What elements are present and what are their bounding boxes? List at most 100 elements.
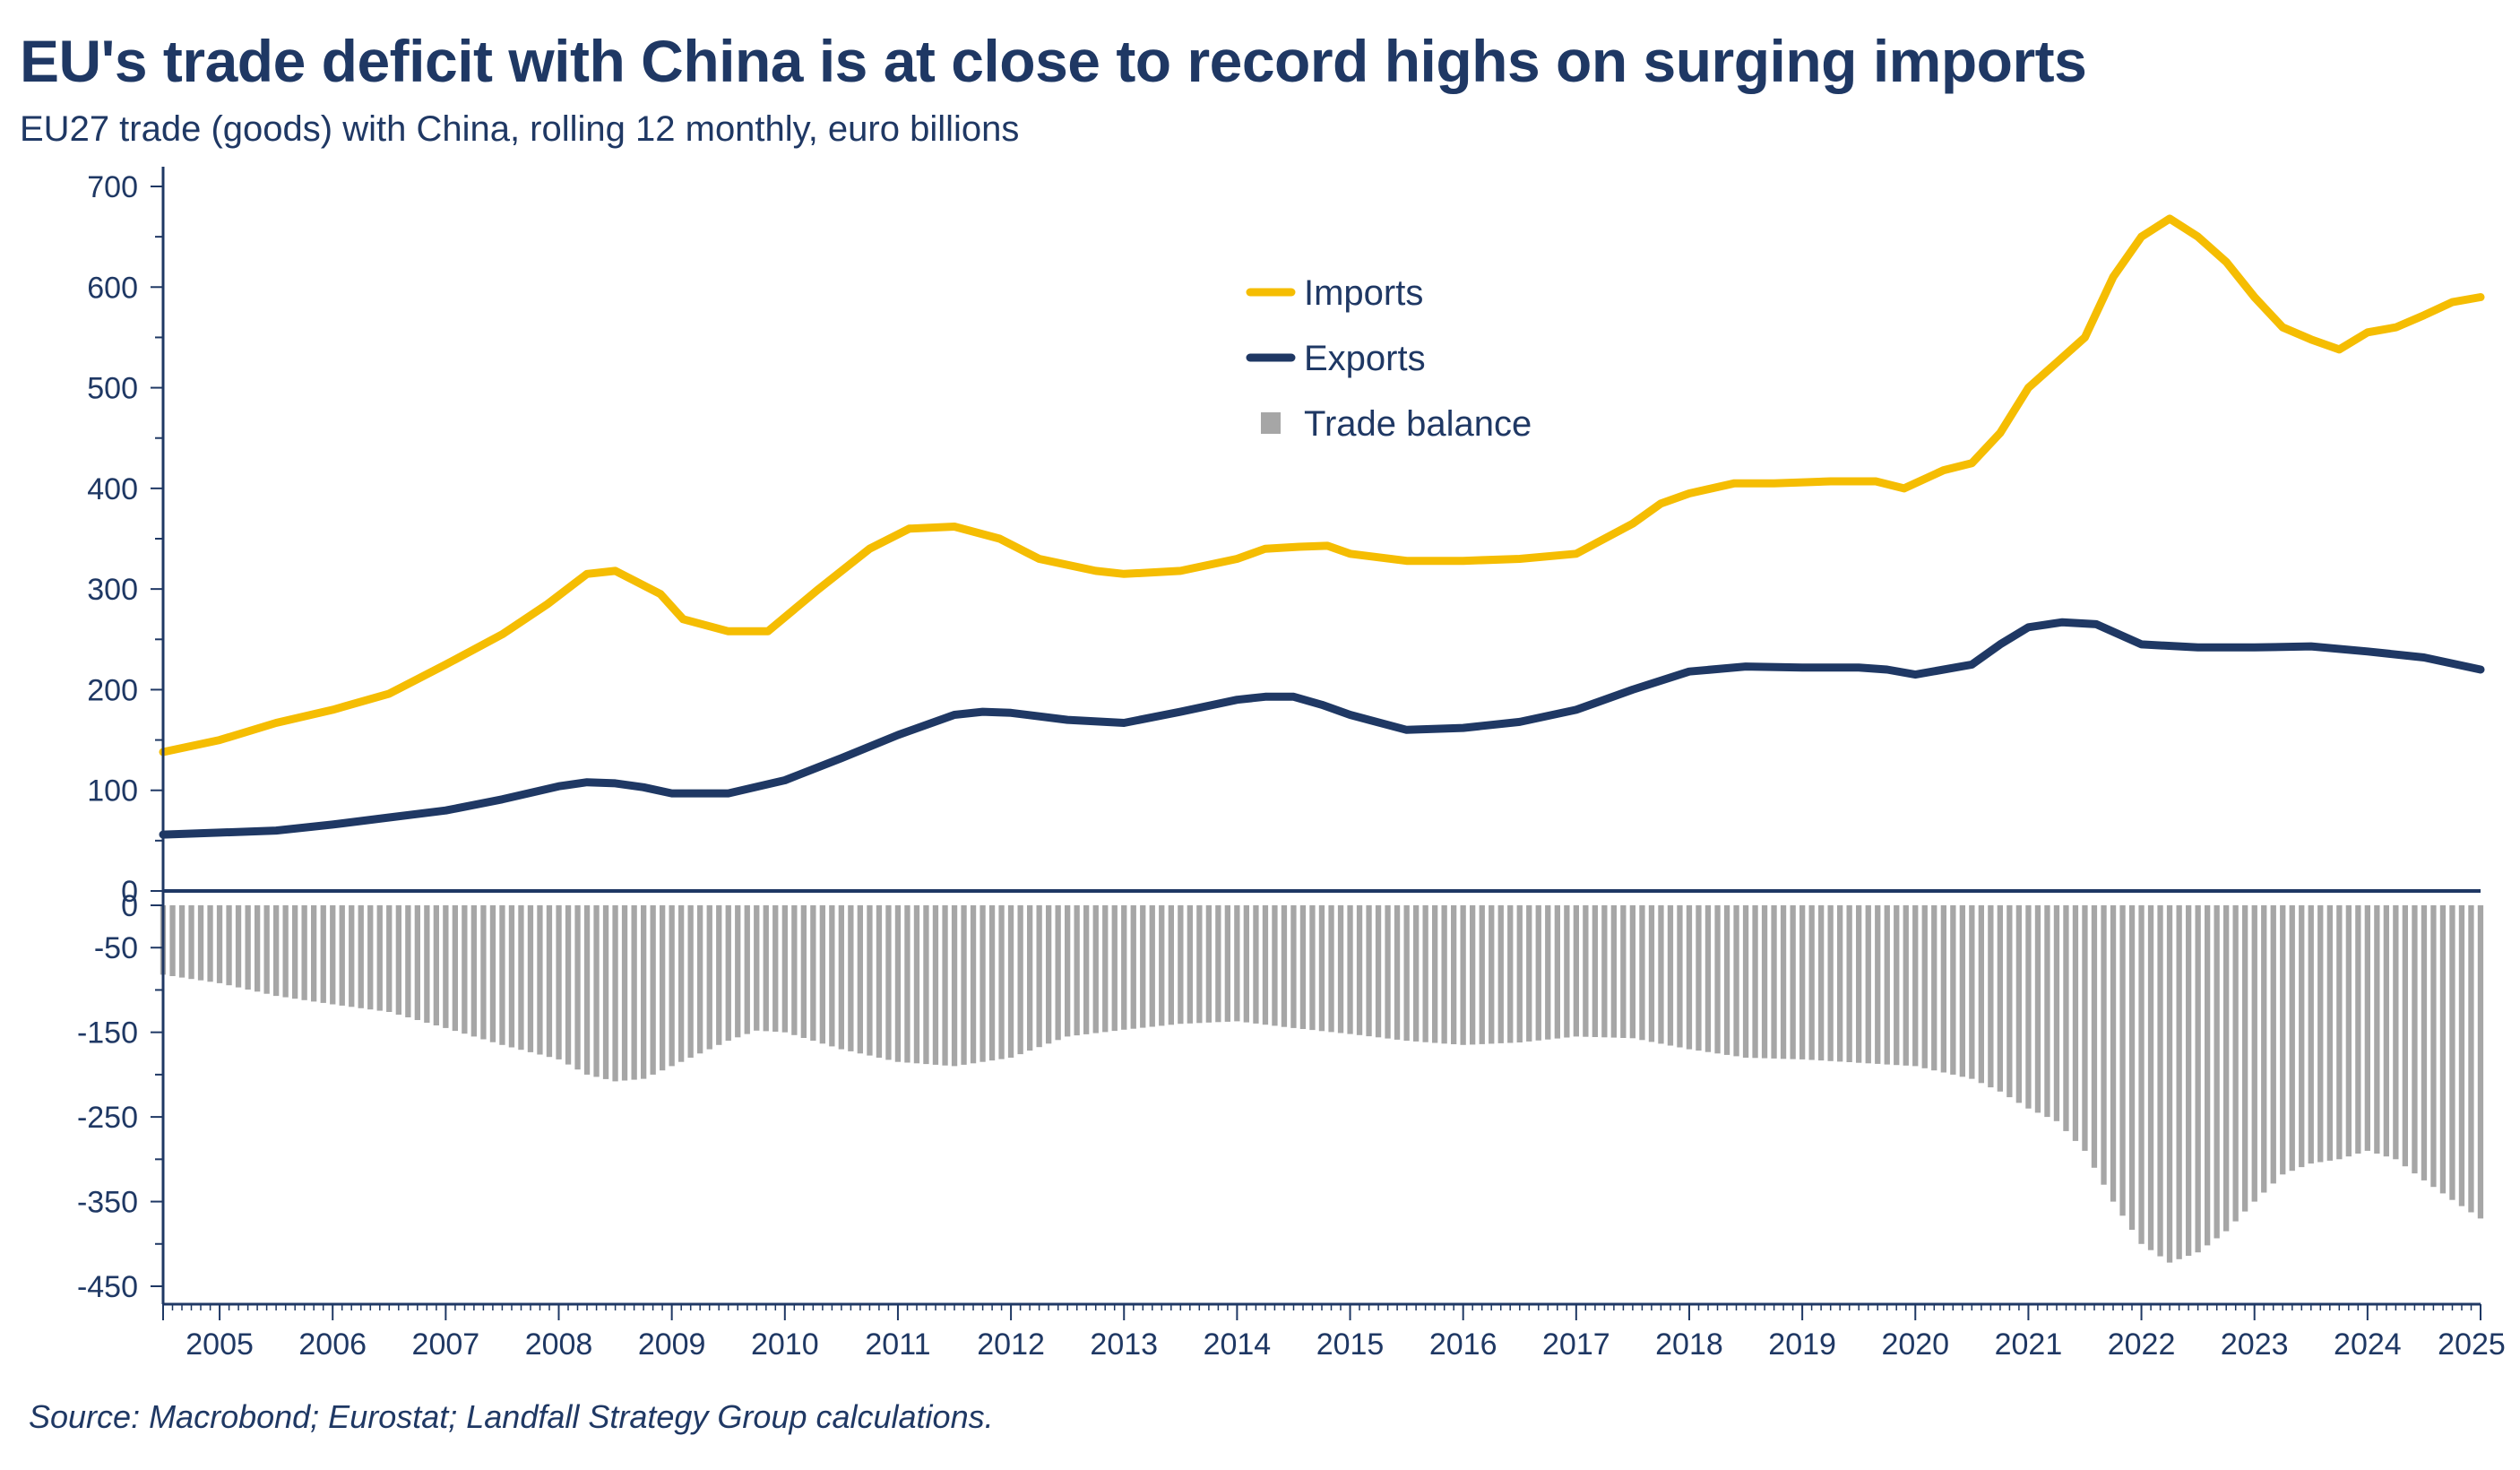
- balance-bar: [178, 905, 186, 978]
- balance-bar: [282, 905, 289, 998]
- chart-title: EU's trade deficit with China is at clos…: [20, 28, 2087, 94]
- balance-bar: [583, 905, 591, 1075]
- balance-bar: [1375, 905, 1382, 1038]
- x-tick-label: 2016: [1429, 1327, 1497, 1362]
- balance-bar: [1385, 905, 1391, 1039]
- balance-bar: [1422, 905, 1428, 1042]
- balance-bar: [800, 905, 807, 1038]
- balance-bar: [2364, 905, 2370, 1151]
- balance-bar: [565, 905, 572, 1065]
- x-tick-label: 2017: [1542, 1327, 1610, 1362]
- balance-bar: [1648, 905, 1655, 1042]
- x-tick-label: 2008: [525, 1327, 593, 1362]
- balance-bar: [443, 905, 449, 1028]
- balance-bar: [1065, 905, 1071, 1037]
- balance-bar: [1620, 905, 1627, 1038]
- balance-bar: [1903, 905, 1909, 1066]
- balance-bar: [1017, 905, 1023, 1055]
- balance-bar: [1489, 905, 1495, 1044]
- balance-bar: [2082, 905, 2088, 1151]
- balance-bar: [2166, 905, 2173, 1263]
- balance-bar: [2477, 905, 2484, 1219]
- y-tick-label: 0: [121, 889, 138, 923]
- balance-bar: [2468, 905, 2474, 1213]
- balance-bar: [1403, 905, 1410, 1042]
- y-tick-label: 300: [87, 573, 138, 607]
- balance-bar: [470, 905, 477, 1037]
- y-tick-label: 600: [87, 271, 138, 305]
- balance-bar: [349, 905, 355, 1007]
- balance-bar: [669, 905, 675, 1067]
- balance-bar: [2421, 905, 2428, 1180]
- balance-bar: [1884, 905, 1890, 1065]
- balance-bar: [358, 905, 364, 1008]
- balance-bar: [489, 905, 496, 1042]
- balance-bar: [2449, 905, 2455, 1200]
- balance-bar: [781, 905, 788, 1033]
- legend-label: Exports: [1304, 339, 1426, 378]
- trade-balance-bars: [160, 905, 2484, 1263]
- balance-bar: [1205, 905, 1212, 1023]
- balance-bar: [1761, 905, 1768, 1059]
- balance-bar: [1771, 905, 1777, 1059]
- balance-bar: [546, 905, 553, 1058]
- balance-bar: [763, 905, 769, 1032]
- balance-bar: [2402, 905, 2408, 1167]
- balance-bar: [1243, 905, 1249, 1023]
- balance-bar: [1111, 905, 1118, 1032]
- balance-bar: [1309, 905, 1316, 1031]
- balance-bar: [998, 905, 1005, 1059]
- balance-bar: [508, 905, 515, 1048]
- balance-bar: [2336, 905, 2343, 1160]
- balance-bar: [678, 905, 685, 1062]
- balance-bar: [1224, 905, 1230, 1022]
- balance-bar: [1827, 905, 1834, 1061]
- balance-bar: [867, 905, 873, 1056]
- balance-bar: [1413, 905, 1420, 1042]
- x-tick-label: 2007: [412, 1327, 480, 1362]
- balance-bar: [1846, 905, 1852, 1062]
- balance-bar: [848, 905, 854, 1051]
- y-tick-label: 500: [87, 372, 138, 406]
- balance-bar: [245, 905, 251, 990]
- balance-bar: [2280, 905, 2286, 1175]
- balance-bar: [1573, 905, 1579, 1037]
- balance-bar: [2355, 905, 2361, 1154]
- balance-bar: [904, 905, 910, 1063]
- balance-bar: [1140, 905, 1146, 1028]
- balance-bar: [791, 905, 798, 1035]
- balance-bar: [1808, 905, 1815, 1060]
- x-tick-label: 2018: [1655, 1327, 1723, 1362]
- balance-bar: [386, 905, 393, 1012]
- x-tick-label: 2020: [1881, 1327, 1949, 1362]
- y-tick-label: 400: [87, 472, 138, 506]
- balance-bar: [1130, 905, 1136, 1029]
- balance-bar: [537, 905, 543, 1055]
- balance-bar: [216, 905, 223, 983]
- balance-bar: [2242, 905, 2248, 1212]
- balance-bar: [1394, 905, 1401, 1040]
- balance-bar: [1356, 905, 1363, 1035]
- balance-bar: [1583, 905, 1589, 1037]
- x-tick-label: 2005: [186, 1327, 254, 1362]
- balance-bar: [1497, 905, 1504, 1043]
- balance-bar: [395, 905, 401, 1015]
- x-tick-label: 2014: [1204, 1327, 1272, 1362]
- y-tick-label: 200: [87, 673, 138, 707]
- balance-bar: [2205, 905, 2211, 1246]
- balance-bar: [2345, 905, 2352, 1157]
- balance-bar: [1554, 905, 1560, 1039]
- balance-bar: [1667, 905, 1674, 1046]
- balance-bar: [612, 905, 618, 1082]
- balance-bar: [414, 905, 420, 1020]
- balance-bar: [376, 905, 383, 1011]
- series-lines: [159, 214, 2485, 839]
- balance-bar: [1253, 905, 1259, 1024]
- balance-bar: [1921, 905, 1928, 1068]
- balance-bar: [499, 905, 505, 1045]
- balance-bar: [1187, 905, 1193, 1024]
- balance-bar: [621, 905, 628, 1081]
- balance-bar: [1290, 905, 1297, 1028]
- balance-bar: [2176, 905, 2182, 1259]
- y-tick-label: -350: [77, 1186, 138, 1220]
